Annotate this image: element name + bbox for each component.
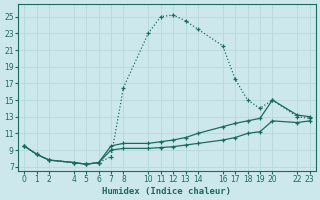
X-axis label: Humidex (Indice chaleur): Humidex (Indice chaleur) <box>102 187 231 196</box>
